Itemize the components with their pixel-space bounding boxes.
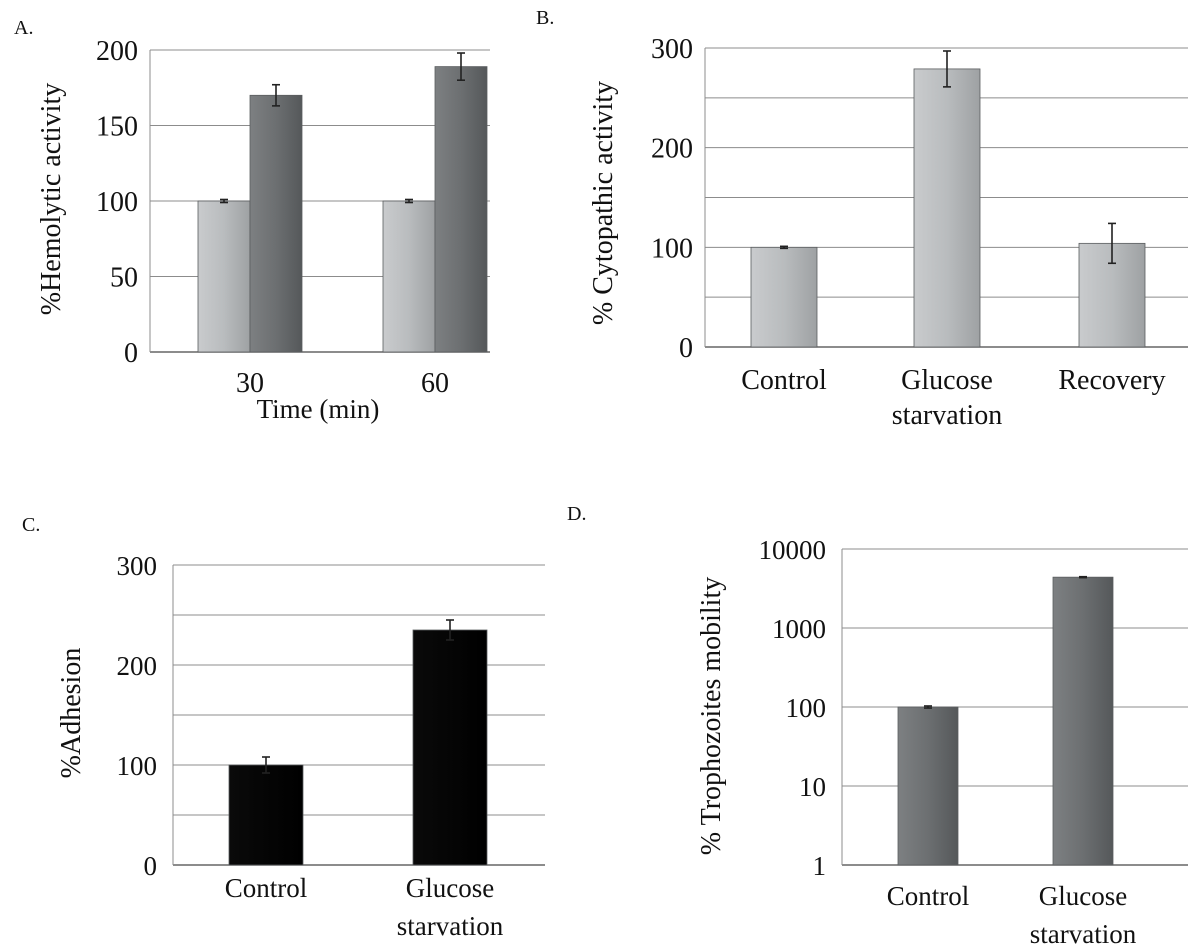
x-tick-label: starvation: [1030, 919, 1137, 948]
bar: [382, 200, 436, 353]
panel-c-label: C.: [22, 514, 40, 536]
y-tick-label: 0: [144, 851, 158, 881]
y-tick-label: 10: [799, 772, 826, 802]
panel-b-y-axis-title: % Cytopathic activity: [588, 81, 619, 325]
y-tick-label: 100: [117, 751, 158, 781]
bar: [412, 629, 488, 866]
panel-d-label: D.: [567, 503, 586, 525]
x-tick-label: Control: [741, 365, 827, 396]
y-tick-label: 200: [117, 651, 158, 681]
panel-a: A. 0 50 100 150 200 30 60 Time (min) %Hemolyt…: [14, 17, 490, 424]
bar: [249, 94, 303, 353]
panel-a-x-axis-title: Time (min): [257, 394, 380, 424]
x-tick-label: Recovery: [1058, 365, 1165, 396]
x-tick-label: Control: [225, 873, 308, 903]
y-tick-label: 100: [96, 187, 138, 218]
bar: [434, 66, 488, 353]
x-tick-label: 60: [421, 368, 449, 399]
y-tick-label: 100: [786, 693, 827, 723]
bar: [750, 246, 818, 348]
y-tick-label: 300: [117, 551, 158, 581]
y-tick-label: 150: [96, 112, 138, 143]
y-tick-label: 0: [679, 333, 693, 364]
bar: [228, 764, 304, 866]
x-tick-label: Glucose: [1039, 881, 1127, 911]
panel-b: B. 0 100 200 300 Control Glucose starvation Re…: [536, 7, 1188, 431]
y-tick-label: 200: [651, 134, 693, 165]
panel-a-y-axis-title: %Hemolytic activity: [36, 83, 67, 316]
bar: [913, 68, 981, 348]
panel-b-label: B.: [536, 7, 554, 29]
bar: [897, 706, 959, 866]
y-tick-label: 1000: [772, 614, 826, 644]
panel-a-label: A.: [14, 17, 33, 39]
y-tick-label: 300: [651, 34, 693, 65]
panel-d: D. 1 10 100 1000 10000 Control Glucose starvat…: [567, 503, 1188, 948]
bar: [1052, 576, 1114, 866]
y-tick-label: 50: [110, 263, 138, 294]
y-tick-label: 200: [96, 36, 138, 67]
y-tick-label: 0: [124, 338, 138, 369]
panel-c: C. 0 100 200 300 Control Glucose starvation %…: [22, 514, 545, 941]
y-tick-label: 1: [813, 851, 827, 881]
x-tick-label: 30: [236, 368, 264, 399]
panel-c-y-axis-title: %Adhesion: [56, 648, 87, 779]
y-tick-label: 100: [651, 233, 693, 264]
x-tick-label: Glucose: [901, 365, 993, 396]
y-tick-label: 10000: [759, 535, 827, 565]
x-tick-label: Control: [887, 881, 970, 911]
bar: [197, 200, 251, 353]
x-tick-label: Glucose: [406, 873, 494, 903]
panel-d-y-axis-title: % Trophozoites mobility: [696, 577, 727, 855]
x-tick-label: starvation: [892, 400, 1002, 431]
x-tick-label: starvation: [397, 911, 504, 941]
